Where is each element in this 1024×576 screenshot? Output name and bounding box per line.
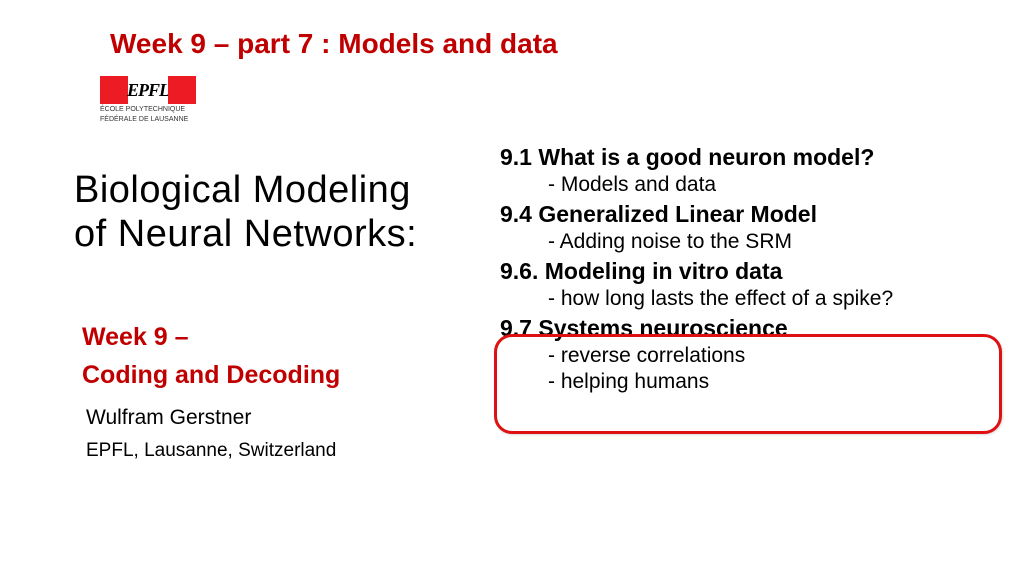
course-title-line2: of Neural Networks: bbox=[74, 212, 417, 256]
logo-red-left bbox=[100, 76, 128, 104]
logo-subtitle-1: ÉCOLE POLYTECHNIQUE bbox=[100, 106, 196, 114]
outline-9-6-head: 9.6. Modeling in vitro data bbox=[500, 258, 1010, 285]
logo-text-box: EPFL bbox=[128, 76, 168, 104]
outline-9-4-sub-a: Adding noise to the SRM bbox=[548, 230, 1010, 254]
epfl-logo: EPFL ÉCOLE POLYTECHNIQUE FÉDÉRALE DE LAU… bbox=[100, 76, 196, 124]
author-name: Wulfram Gerstner bbox=[86, 406, 251, 430]
logo-subtitle-2: FÉDÉRALE DE LAUSANNE bbox=[100, 116, 196, 124]
author-affiliation: EPFL, Lausanne, Switzerland bbox=[86, 440, 336, 462]
outline-9-1-head: 9.1 What is a good neuron model? bbox=[500, 144, 1010, 171]
course-title-line1: Biological Modeling bbox=[74, 168, 417, 212]
outline-9-6-sub-a: how long lasts the effect of a spike? bbox=[548, 287, 1010, 311]
week-subtitle: Week 9 – Coding and Decoding bbox=[82, 318, 340, 394]
highlight-box bbox=[494, 334, 1002, 434]
outline-9-4-head: 9.4 Generalized Linear Model bbox=[500, 201, 1010, 228]
slide-root: Week 9 – part 7 : Models and data EPFL É… bbox=[0, 0, 1024, 576]
slide-header-title: Week 9 – part 7 : Models and data bbox=[110, 28, 558, 60]
logo-text: EPFL bbox=[127, 80, 169, 101]
epfl-logo-bar: EPFL bbox=[100, 76, 196, 104]
logo-red-right bbox=[168, 76, 196, 104]
week-subtitle-line2: Coding and Decoding bbox=[82, 356, 340, 394]
course-title: Biological Modeling of Neural Networks: bbox=[74, 168, 417, 256]
outline-9-1-sub-a: Models and data bbox=[548, 173, 1010, 197]
week-subtitle-line1: Week 9 – bbox=[82, 318, 340, 356]
